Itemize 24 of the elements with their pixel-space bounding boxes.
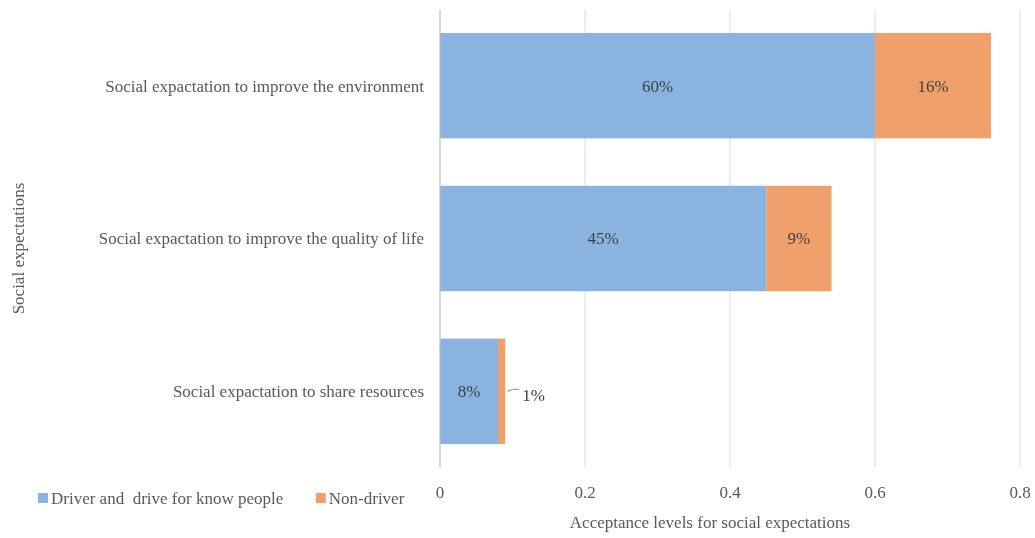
bar [875,32,991,139]
bar [498,338,506,445]
data-label: 45% [587,229,619,249]
x-tick-label: 0.6 [864,482,886,502]
x-tick-label: 0 [435,482,445,502]
x-tick-label: 0.4 [719,482,742,502]
data-label: 8% [457,382,481,402]
y-tick-label: Social expactation to share resources [172,382,424,402]
data-label: 9% [787,229,811,249]
data-label: 16% [917,76,949,96]
legend-label: Driver and drive for know people [51,488,284,508]
y-tick-label: Social expactation to improve the quality of life [98,229,424,249]
legend-label: Non-driver [328,488,405,508]
x-tick-label: 0.2 [574,482,596,502]
bar [766,185,832,292]
x-tick-label: 0.8 [1009,482,1031,502]
bar [440,338,498,445]
y-tick-label: Social expactation to improve the environment [105,76,425,96]
data-label: 1% [522,386,545,406]
bar [440,32,875,139]
y-axis-title: Social expectations [8,182,28,315]
data-label: 60% [641,76,674,96]
x-axis-title: Acceptance levels for social expectations [569,512,851,532]
bar [440,185,767,292]
